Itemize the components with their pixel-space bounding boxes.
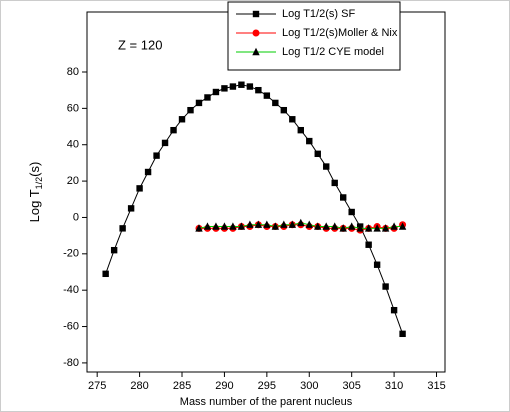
- marker: [390, 222, 398, 230]
- marker: [347, 222, 356, 230]
- y-axis-label: Log T1/2(s): [27, 162, 44, 223]
- marker: [306, 137, 313, 145]
- annotation: Z = 120: [118, 37, 162, 52]
- marker: [280, 220, 288, 228]
- y-tick-label: -80: [63, 357, 79, 369]
- marker: [238, 81, 245, 88]
- marker: [297, 218, 305, 227]
- marker: [373, 224, 381, 232]
- marker: [331, 179, 338, 187]
- marker: [314, 150, 321, 158]
- marker: [322, 222, 330, 230]
- x-tick-label: 310: [385, 380, 403, 392]
- legend-label: Log T1/2 CYE model: [282, 46, 384, 58]
- marker: [314, 222, 322, 230]
- marker: [252, 10, 260, 18]
- marker: [263, 92, 271, 99]
- y-tick-label: 40: [67, 139, 79, 151]
- marker: [136, 185, 143, 192]
- marker: [220, 222, 229, 230]
- marker: [348, 208, 355, 216]
- y-tick-label: 20: [67, 175, 79, 187]
- marker: [204, 94, 211, 101]
- marker: [119, 225, 126, 232]
- marker: [323, 163, 330, 170]
- marker: [398, 222, 407, 230]
- marker: [170, 126, 177, 134]
- marker: [373, 261, 381, 268]
- marker: [271, 222, 280, 230]
- marker: [102, 270, 109, 278]
- marker: [212, 88, 220, 96]
- x-tick-label: 285: [173, 380, 191, 392]
- marker: [280, 106, 288, 114]
- marker: [263, 220, 271, 228]
- marker: [289, 116, 296, 123]
- marker: [364, 224, 373, 232]
- marker: [297, 126, 304, 134]
- y-tick-label: -40: [63, 284, 79, 296]
- marker: [195, 224, 203, 232]
- marker: [382, 283, 389, 290]
- legend-label: Log T1/2(s) SF: [282, 8, 355, 20]
- marker: [288, 220, 296, 228]
- marker: [339, 194, 347, 201]
- marker: [110, 246, 118, 254]
- marker: [229, 83, 237, 90]
- marker: [246, 220, 254, 228]
- marker: [339, 224, 347, 232]
- y-tick-label: -60: [63, 320, 79, 332]
- x-tick-label: 290: [215, 380, 233, 392]
- y-label-main: Log T: [27, 189, 42, 222]
- x-tick-label: 300: [300, 380, 318, 392]
- x-tick-label: 295: [258, 380, 276, 392]
- x-tick-label: 315: [427, 380, 445, 392]
- marker: [305, 220, 313, 228]
- marker: [381, 224, 390, 232]
- marker: [356, 224, 364, 232]
- marker: [390, 306, 398, 314]
- y-label-sub: 1/2: [34, 177, 44, 190]
- marker: [153, 152, 160, 159]
- y-tick-label: 60: [67, 102, 79, 114]
- marker: [229, 222, 237, 230]
- y-tick-label: 0: [73, 211, 79, 223]
- marker: [212, 222, 220, 230]
- marker: [254, 220, 263, 228]
- legend-label: Log T1/2(s)Moller & Nix: [282, 27, 398, 39]
- x-tick-label: 280: [130, 380, 148, 392]
- marker: [161, 139, 169, 147]
- marker: [246, 83, 254, 90]
- marker: [127, 205, 135, 212]
- marker: [203, 222, 212, 230]
- marker: [237, 222, 246, 230]
- y-label-tail: (s): [27, 162, 42, 177]
- y-tick-label: 80: [67, 66, 79, 78]
- marker: [252, 47, 260, 56]
- marker: [399, 330, 406, 338]
- marker: [144, 168, 152, 176]
- marker: [252, 29, 260, 37]
- marker: [187, 106, 194, 114]
- x-tick-label: 305: [343, 380, 361, 392]
- marker: [331, 222, 339, 230]
- marker: [195, 99, 203, 107]
- x-tick-label: 275: [88, 380, 106, 392]
- marker: [365, 241, 372, 248]
- marker: [178, 116, 186, 123]
- marker: [272, 99, 279, 107]
- marker: [255, 86, 262, 94]
- marker: [221, 85, 228, 92]
- x-axis-label: Mass number of the parent nucleus: [180, 396, 353, 408]
- y-tick-label: -20: [63, 248, 79, 260]
